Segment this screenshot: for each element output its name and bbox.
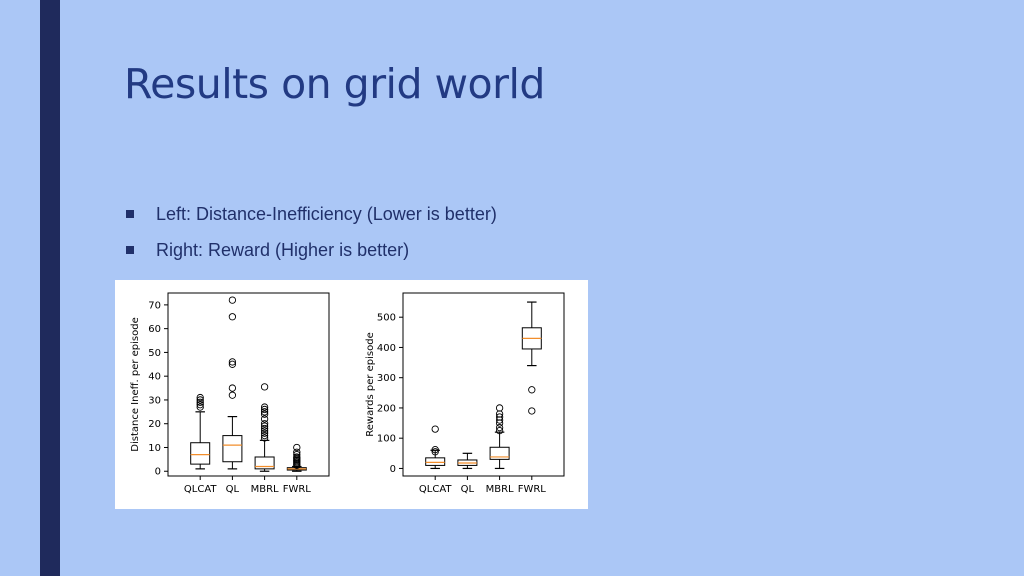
chart1-flier-point: [196, 396, 204, 404]
chart1-flier-point: [260, 383, 269, 391]
chart1-flier-point: [228, 384, 237, 392]
chart1-ytick-label: 30: [148, 395, 161, 406]
chart1-flier-point: [293, 450, 301, 459]
chart2-flier-point: [431, 446, 439, 454]
chart1-xtick-label: MBRL: [251, 484, 279, 495]
chart1-flier-point: [260, 403, 269, 411]
chart1-ylabel: Distance Ineff. per episode: [130, 317, 141, 452]
chart1-ytick-label: 0: [155, 467, 161, 478]
slide-title: Results on grid world: [124, 60, 545, 108]
chart1-flier-point: [293, 443, 301, 452]
chart1-flier-point: [260, 420, 269, 428]
chart2-xtick-label: QL: [461, 484, 475, 495]
chart1-flier-point: [260, 431, 269, 440]
chart1-flier-point: [260, 408, 269, 416]
chart1-axes-frame: [167, 292, 330, 477]
chart1-flier-point: [260, 424, 269, 433]
chart1-flier-point: [293, 448, 301, 456]
chart1-flier-point: [260, 429, 269, 437]
chart1-ytick-label: 20: [148, 419, 161, 430]
bullet-square-icon: [126, 246, 134, 254]
chart1-box-mbrl: [254, 456, 275, 470]
chart2-flier-point: [495, 426, 504, 435]
chart1-box-qlcat: [190, 442, 211, 465]
bullet-text-left: Left: Distance-Inefficiency (Lower is be…: [156, 203, 497, 224]
chart1-box-ql: [222, 435, 243, 463]
boxplot-figure: 0 10 20 30 40 50 60 70 Distance Ineff. per episo…: [130, 292, 565, 495]
chart2-ytick-label: 100: [377, 434, 396, 445]
chart1-xtick-label: FWRL: [283, 484, 312, 495]
chart2-ytick-label: 500: [377, 313, 396, 324]
chart2-ytick-label: 300: [377, 373, 396, 384]
chart2-flier-point: [495, 413, 504, 421]
chart2-ytick-label: 0: [390, 464, 396, 475]
chart2-flier-point: [495, 423, 504, 432]
chart2-flier-point: [431, 448, 439, 456]
chart2-xtick-label: QLCAT: [419, 484, 452, 495]
chart1-flier-point: [260, 422, 269, 430]
chart1-ytick-label: 50: [148, 348, 161, 359]
chart1-flier-point: [260, 410, 269, 418]
chart1-flier-point: [260, 415, 269, 423]
chart2-ytick-label: 400: [377, 343, 396, 354]
chart2-box-qlcat: [425, 457, 446, 466]
chart1-flier-point: [260, 405, 269, 414]
chart1-flier-point: [228, 360, 237, 368]
chart1-xtick-label: QL: [226, 484, 240, 495]
bullet-item-left: Left: Distance-Inefficiency (Lower is be…: [124, 196, 497, 232]
bullet-item-right: Right: Reward (Higher is better): [124, 232, 497, 268]
chart2-ylabel: Rewards per episode: [365, 332, 376, 437]
chart1-flier-point: [196, 401, 204, 409]
chart2-flier-point: [528, 386, 536, 394]
chart1-xtick-label: QLCAT: [184, 484, 217, 495]
bullet-square-icon: [126, 210, 134, 218]
chart1-flier-point: [260, 434, 269, 442]
chart1-flier-point: [196, 393, 204, 402]
chart1-flier-point: [228, 313, 237, 321]
chart2-flier-point: [431, 425, 439, 433]
bullet-list: Left: Distance-Inefficiency (Lower is be…: [124, 196, 497, 268]
chart1-flier-point: [228, 391, 237, 399]
chart2-flier-point: [528, 407, 536, 415]
chart2-ytick-label: 200: [377, 403, 396, 414]
side-accent-bar: [40, 0, 60, 576]
results-figure: 0 10 20 30 40 50 60 70 Distance Ineff. per episo…: [115, 280, 588, 509]
chart2-box-mbrl: [489, 446, 510, 460]
chart2-xtick-label: MBRL: [486, 484, 514, 495]
bullet-text-right: Right: Reward (Higher is better): [156, 239, 410, 260]
chart1-ytick-label: 70: [148, 300, 161, 311]
chart1-flier-point: [196, 403, 204, 411]
chart2-xtick-label: FWRL: [518, 484, 547, 495]
chart2-axes-frame: [402, 292, 565, 477]
chart2-flier-point: [495, 404, 504, 412]
chart1-ytick-label: 60: [148, 324, 161, 335]
chart1-flier-point: [228, 296, 237, 304]
chart1-ytick-label: 10: [148, 443, 161, 454]
chart1-flier-point: [228, 358, 237, 366]
chart1-flier-point: [196, 398, 204, 406]
chart1-ytick-label: 40: [148, 372, 161, 383]
chart1-flier-point: [293, 453, 301, 461]
chart1-flier-point: [260, 427, 269, 435]
